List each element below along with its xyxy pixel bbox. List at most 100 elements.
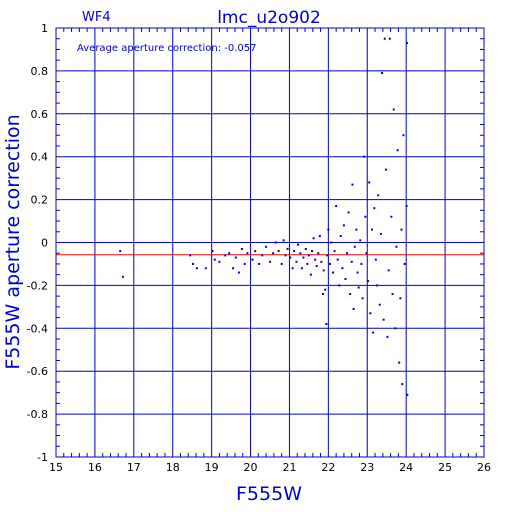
y-tick-labels: -1 -0.8 -0.6 -0.4 -0.2 0 0.2 0.4 0.6 0.8 1	[27, 22, 48, 464]
y-tick-label: 0.8	[31, 65, 49, 78]
data-point	[277, 250, 280, 253]
data-point	[346, 252, 349, 255]
data-point	[228, 252, 231, 255]
data-point	[254, 250, 257, 253]
data-point	[318, 235, 321, 238]
data-point	[218, 260, 221, 263]
x-tick-label: 26	[477, 461, 491, 474]
data-point	[365, 252, 368, 255]
data-point	[258, 262, 261, 265]
x-tick-label: 15	[49, 461, 63, 474]
data-point	[237, 271, 240, 274]
x-tick-labels: 15 16 17 18 19 20 21 22 23 24 25 26	[49, 461, 491, 474]
data-point	[261, 254, 264, 257]
data-point	[322, 269, 325, 272]
y-tick-label: 0.4	[31, 151, 49, 164]
data-point	[381, 72, 384, 75]
data-point	[374, 258, 377, 261]
data-point	[299, 252, 302, 255]
data-point	[314, 258, 317, 261]
data-point	[347, 211, 350, 214]
data-point	[360, 262, 363, 265]
data-point	[386, 335, 389, 338]
data-point	[355, 228, 358, 231]
data-point	[406, 393, 409, 396]
data-point	[350, 260, 353, 263]
data-point	[403, 262, 406, 265]
data-point	[265, 245, 268, 248]
data-point	[333, 250, 336, 253]
average-correction-annotation: Average aperture correction: -0.057	[77, 43, 257, 54]
x-tick-label: 23	[360, 461, 374, 474]
data-point	[390, 215, 393, 218]
data-point	[377, 194, 380, 197]
data-point	[401, 383, 404, 386]
data-point	[320, 260, 323, 263]
data-point	[302, 256, 305, 259]
data-point	[349, 292, 352, 295]
y-tick-label: -0.2	[27, 279, 48, 292]
data-point	[367, 280, 370, 283]
data-point	[388, 37, 391, 40]
x-tick-label: 21	[282, 461, 296, 474]
y-tick-label: -0.8	[27, 408, 48, 421]
data-point	[119, 250, 122, 253]
data-point	[363, 155, 366, 158]
data-point	[269, 260, 271, 263]
data-point	[359, 239, 362, 242]
x-tick-label: 25	[438, 461, 452, 474]
data-point	[321, 292, 324, 295]
data-point	[379, 232, 382, 235]
data-point	[293, 250, 296, 253]
data-point	[204, 267, 207, 270]
data-point	[191, 262, 194, 265]
data-point	[384, 168, 387, 171]
data-point	[282, 239, 285, 242]
data-point	[368, 181, 371, 184]
data-point	[373, 207, 376, 210]
data-point	[307, 254, 310, 257]
data-point	[338, 284, 341, 287]
data-point	[398, 361, 401, 364]
data-point	[315, 265, 318, 268]
data-point	[399, 297, 402, 300]
data-point	[378, 303, 381, 306]
data-point	[213, 258, 216, 261]
data-point	[327, 228, 330, 231]
y-tick-label: 1	[41, 22, 48, 35]
data-point	[356, 271, 359, 274]
data-point	[280, 262, 283, 265]
data-point	[396, 149, 399, 152]
data-point	[339, 235, 342, 238]
panel-label: WF4	[82, 10, 111, 25]
data-points	[119, 37, 409, 396]
data-point	[336, 258, 339, 261]
data-point	[297, 243, 300, 246]
data-point	[382, 318, 385, 321]
y-tick-label: -1	[37, 451, 48, 464]
data-point	[274, 241, 277, 244]
x-tick-label: 22	[321, 461, 335, 474]
data-point	[342, 224, 345, 227]
data-point	[353, 245, 356, 248]
data-point	[243, 262, 246, 265]
data-point	[357, 286, 360, 289]
data-point	[330, 241, 333, 244]
x-tick-label: 16	[88, 461, 102, 474]
y-tick-label: -0.6	[27, 365, 48, 378]
data-point	[211, 250, 214, 253]
data-point	[234, 256, 237, 259]
x-tick-label: 17	[127, 461, 141, 474]
y-axis-label: F555W aperture correction	[2, 114, 24, 369]
x-tick-label: 24	[399, 461, 413, 474]
data-point	[341, 267, 344, 270]
data-point	[289, 256, 292, 259]
data-point	[326, 254, 329, 257]
data-point	[364, 215, 367, 218]
data-point	[295, 260, 298, 263]
data-point	[246, 252, 249, 255]
data-point	[405, 205, 408, 208]
data-point	[300, 267, 303, 270]
y-tick-label: 0.2	[31, 194, 49, 207]
